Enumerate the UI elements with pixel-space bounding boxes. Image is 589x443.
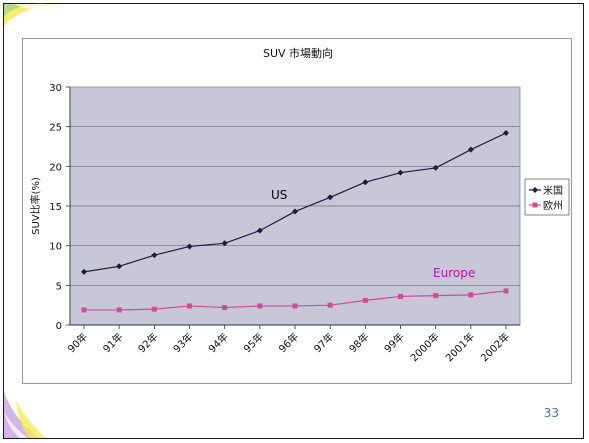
y-tick-label: 0 <box>56 321 62 332</box>
y-tick-label: 5 <box>56 281 62 292</box>
data-point <box>327 194 334 201</box>
x-tick-label: 93年 <box>170 330 195 355</box>
data-point <box>362 297 368 303</box>
x-tick-label: 92年 <box>135 330 160 355</box>
page-number: 33 <box>543 406 559 420</box>
data-point <box>468 292 474 298</box>
legend-marker <box>532 202 538 208</box>
x-tick-label: 99年 <box>381 330 406 355</box>
data-point <box>327 302 333 308</box>
data-point <box>503 288 509 294</box>
data-point <box>151 252 158 259</box>
data-point <box>221 240 228 247</box>
line-chart: SUV 市場動向 0 5 10 15 20 25 30 SUV比率(%) 90年 91年 92年… <box>29 46 570 364</box>
data-point <box>186 243 193 250</box>
data-point <box>292 208 298 215</box>
data-point <box>116 307 122 313</box>
y-tick-label: 20 <box>49 162 62 173</box>
y-tick-label: 30 <box>49 83 62 94</box>
x-tick-label: 90年 <box>65 330 90 355</box>
y-tick-label: 25 <box>49 123 62 134</box>
chart-container: SUV 市場動向 0 5 10 15 20 25 30 SUV比率(%) 90年 91年 92年… <box>22 38 572 384</box>
gridlines <box>70 126 520 286</box>
data-point <box>292 303 298 309</box>
y-tick-label: 10 <box>49 242 62 253</box>
data-point <box>81 307 87 313</box>
series-2 <box>81 288 509 313</box>
data-point <box>397 169 404 176</box>
data-point <box>81 268 87 275</box>
legend-label: 欧州 <box>543 200 563 212</box>
legend-marker <box>532 187 538 193</box>
x-tick-label: 2000年 <box>408 330 442 364</box>
annotation-label: Europe <box>433 266 475 280</box>
y-axis: 0 5 10 15 20 25 30 <box>49 83 71 332</box>
data-point <box>503 130 509 137</box>
x-tick-label: 94年 <box>206 330 231 355</box>
series-group <box>81 130 509 313</box>
series-1 <box>81 130 509 275</box>
data-point <box>256 227 263 234</box>
data-point <box>362 179 369 186</box>
data-point <box>467 146 474 153</box>
x-tick-label: 2001年 <box>443 330 477 364</box>
data-point <box>116 263 123 270</box>
data-point <box>398 293 403 299</box>
x-tick-label: 91年 <box>100 330 125 355</box>
data-point <box>151 306 157 312</box>
chart-title: SUV 市場動向 <box>263 46 333 60</box>
data-point <box>432 164 439 171</box>
x-tick-label: 98年 <box>346 330 371 355</box>
legend-label: 米国 <box>543 184 563 197</box>
x-tick-label: 2002年 <box>478 330 512 364</box>
data-point <box>433 293 439 299</box>
y-tick-label: 15 <box>49 202 62 213</box>
legend-box <box>524 178 570 216</box>
x-tick-label: 97年 <box>311 330 336 355</box>
annotation-label: US <box>271 188 287 202</box>
x-tick-label: 96年 <box>276 330 301 355</box>
annotations: US Europe <box>271 188 475 280</box>
y-axis-label: SUV比率(%) <box>29 177 42 235</box>
x-tick-label: 95年 <box>241 330 266 355</box>
data-point <box>187 303 192 309</box>
data-point <box>257 303 263 309</box>
data-point <box>222 305 228 311</box>
x-axis: 90年 91年 92年 93年 94年 95年 96年 97年 98年 99年 2000年 2001年… <box>65 324 520 364</box>
